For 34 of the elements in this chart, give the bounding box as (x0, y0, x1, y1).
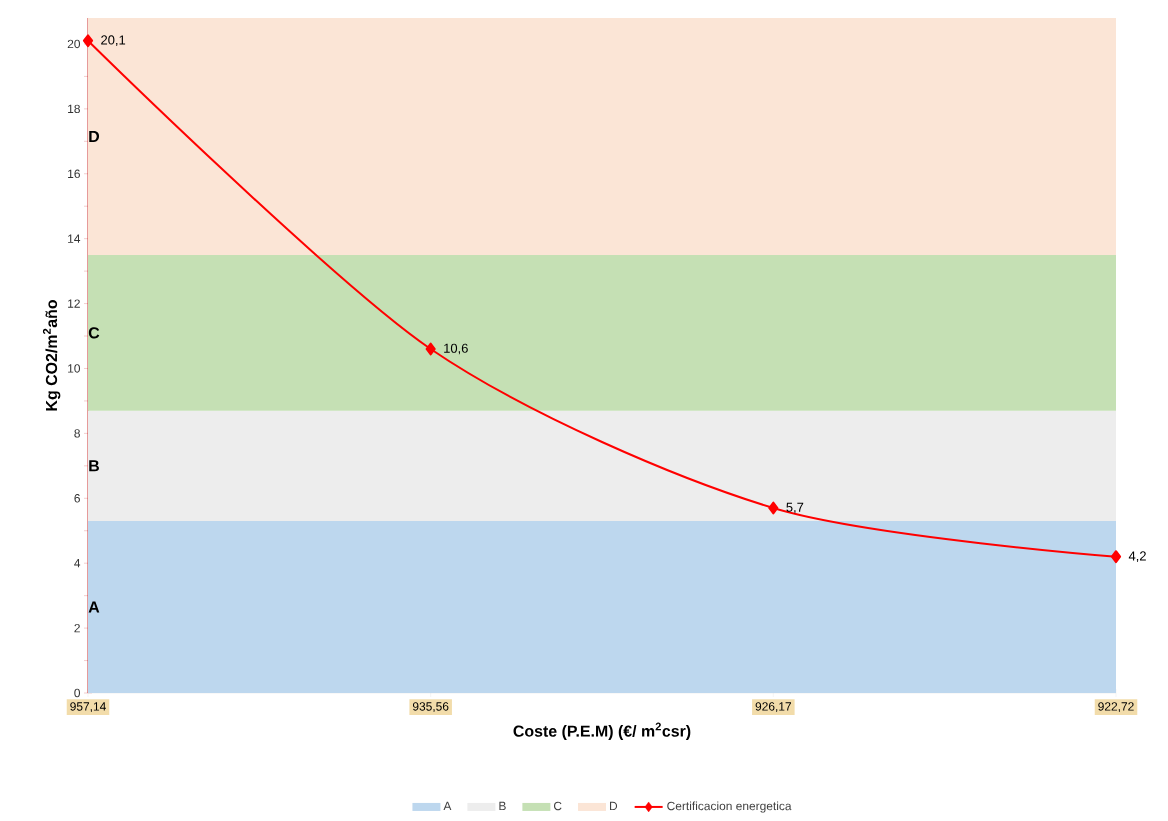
y-axis-title: Kg CO2/m$^{2}$año (42, 300, 61, 411)
point (425, 342, 436, 356)
y-tick-label: 8 (74, 429, 80, 438)
band-label: C (88, 327, 100, 339)
y-tick-label: 6 (74, 494, 80, 503)
x-tick-label: 935,56 (412, 702, 449, 713)
y-tick-label: 2 (74, 623, 80, 633)
y-tick-label: 12 (68, 299, 80, 308)
point (82, 34, 94, 48)
point (1110, 550, 1122, 564)
data-label: 4,2 (1128, 551, 1146, 563)
x-tick-label: 922,72 (1098, 702, 1134, 713)
x-tick-label: 926,17 (755, 702, 792, 713)
text: C (553, 801, 562, 811)
x-axis-title: Coste (P.E.M) (€/ m$^{2}$csr) (513, 722, 691, 740)
y-tick-label: 18 (68, 104, 80, 114)
data-label: 20,1 (101, 35, 126, 47)
y-tick-label: 16 (68, 169, 80, 178)
y-tick-label: 0 (74, 688, 81, 698)
text: B (499, 801, 506, 811)
y-tick-label: 4 (74, 559, 81, 568)
band-label: B (89, 460, 99, 472)
data-label: 5,7 (786, 502, 804, 514)
y-tick-label: 10 (68, 364, 81, 373)
x-tick-label: 957,14 (70, 702, 106, 713)
legend-label: Certificacion energetica (667, 801, 792, 813)
y-tick-label: 20 (67, 39, 81, 49)
y-tick-label: 14 (68, 234, 81, 243)
text: D (610, 801, 618, 811)
band-label: D (89, 130, 100, 142)
point (768, 501, 779, 515)
data-label: 10,6 (444, 343, 468, 355)
band-label: A (88, 601, 100, 613)
text: A (443, 801, 452, 811)
